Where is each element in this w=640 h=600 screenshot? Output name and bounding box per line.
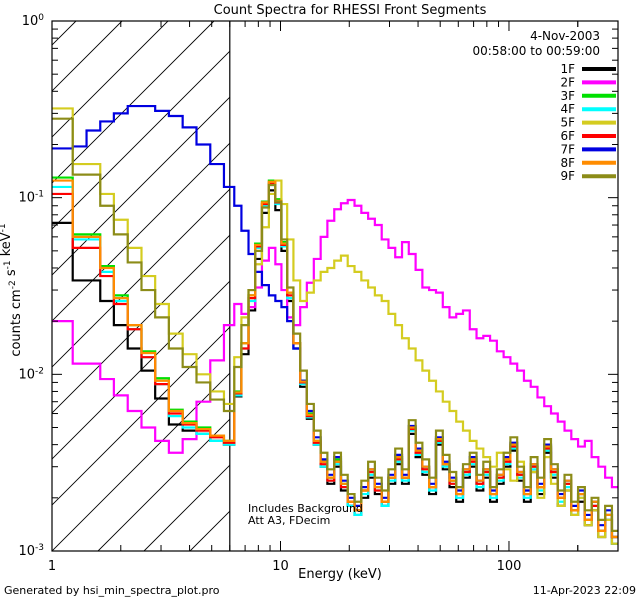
- y-tick-label-10^0: 100: [22, 13, 45, 29]
- y-tick-label-10^-2: 10-2: [18, 366, 44, 382]
- legend-label-6F: 6F: [560, 129, 575, 143]
- series-2F: [52, 198, 618, 489]
- x-tick-label-100: 100: [497, 559, 522, 574]
- annotation-attenuator: Att A3, FDecim: [248, 514, 330, 527]
- annotation-includes-background: Includes Background: [248, 502, 363, 515]
- legend-label-3F: 3F: [560, 89, 575, 103]
- legend-item-1F: 1F: [560, 62, 616, 76]
- series-8F: [52, 179, 618, 539]
- header-time-range: 00:58:00 to 00:59:00: [473, 44, 600, 58]
- legend-label-9F: 9F: [560, 169, 575, 183]
- y-tick-label-10^-1: 10-1: [18, 190, 44, 206]
- axes: 1 10 100 100 10-1 10-2 10-3: [18, 13, 619, 574]
- legend-item-4F: 4F: [560, 102, 616, 116]
- legend-item-7F: 7F: [560, 142, 616, 156]
- legend-item-5F: 5F: [560, 116, 616, 130]
- legend-item-8F: 8F: [560, 156, 616, 170]
- x-tick-label-10: 10: [272, 559, 289, 574]
- legend-label-7F: 7F: [560, 142, 575, 156]
- page-title: Count Spectra for RHESSI Front Segments: [214, 3, 487, 18]
- series-layer: [52, 104, 618, 545]
- x-axis-label: Energy (keV): [298, 567, 382, 582]
- series-5F: [52, 107, 618, 545]
- legend-label-2F: 2F: [560, 75, 575, 89]
- header-date: 4-Nov-2003: [530, 29, 600, 43]
- legend-item-2F: 2F: [560, 75, 616, 89]
- x-tick-label-1: 1: [48, 559, 56, 574]
- plot-frame: [51, 20, 619, 552]
- legend-label-5F: 5F: [560, 116, 575, 130]
- legend-item-9F: 9F: [560, 169, 616, 183]
- legend-label-8F: 8F: [560, 156, 575, 170]
- y-tick-label-10^-3: 10-3: [18, 543, 44, 559]
- legend-label-1F: 1F: [560, 62, 575, 76]
- legend-label-4F: 4F: [560, 102, 575, 116]
- footer-generator: Generated by hsi_min_spectra_plot.pro: [4, 584, 220, 597]
- y-axis-label: counts cm-2 s-1 keV-1: [0, 223, 24, 356]
- footer-timestamp: 11-Apr-2023 22:09: [533, 584, 636, 597]
- legend-item-3F: 3F: [560, 89, 616, 103]
- legend-item-6F: 6F: [560, 129, 616, 143]
- hatched-band: [52, 21, 231, 551]
- series-9F: [52, 117, 618, 532]
